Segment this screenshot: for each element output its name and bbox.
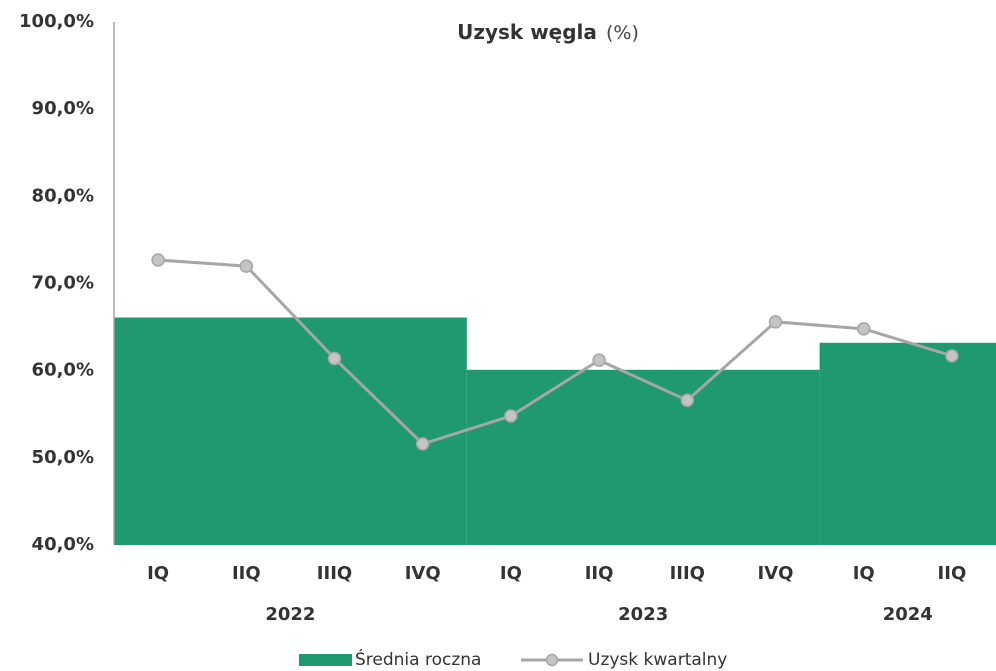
y-tick-label: 100,0%: [19, 11, 94, 32]
y-tick-label: 90,0%: [32, 98, 94, 119]
x-tick-label: IIIQ: [670, 563, 705, 584]
legend-swatch: [545, 653, 559, 667]
line-marker: [415, 437, 430, 451]
y-tick-label: 80,0%: [32, 185, 94, 206]
chart-title-unit: (%): [606, 22, 639, 44]
line-marker: [945, 349, 959, 363]
x-tick-label: IQ: [147, 563, 169, 584]
line-marker: [680, 393, 695, 408]
line-marker: [768, 315, 783, 329]
line-marker: [327, 351, 342, 366]
group-label: 2022: [265, 604, 315, 625]
legend-label: Uzysk kwartalny: [588, 650, 727, 670]
legend-label: Średnia roczna: [355, 648, 481, 670]
y-tick-label: 70,0%: [32, 273, 94, 294]
y-tick-label: 40,0%: [32, 534, 94, 555]
line-marker: [592, 353, 606, 367]
group-label: 2023: [618, 604, 668, 625]
y-tick-label: 60,0%: [32, 360, 94, 381]
x-tick-label: IVQ: [405, 563, 441, 584]
area-block: [466, 369, 820, 545]
line-marker: [856, 322, 871, 336]
x-tick-label: IQ: [500, 563, 522, 584]
line-marker: [151, 253, 165, 267]
chart-title-group: Uzysk węgla (%): [457, 20, 639, 44]
group-label: 2024: [883, 604, 933, 625]
x-tick-label: IVQ: [758, 563, 794, 584]
x-tick-label: IQ: [853, 563, 875, 584]
x-tick-label: IIQ: [585, 563, 614, 584]
x-tick-label: IIQ: [232, 563, 261, 584]
chart-title: Uzysk węgla: [457, 20, 597, 44]
y-tick-label: 50,0%: [32, 447, 94, 468]
x-tick-label: IIIQ: [317, 563, 352, 584]
x-tick-label: IIQ: [938, 563, 967, 584]
line-marker: [239, 259, 254, 273]
area-block: [819, 342, 996, 545]
line-marker: [504, 409, 518, 423]
area-block: [114, 317, 467, 545]
legend-swatch: [299, 654, 352, 666]
line: [157, 258, 953, 446]
